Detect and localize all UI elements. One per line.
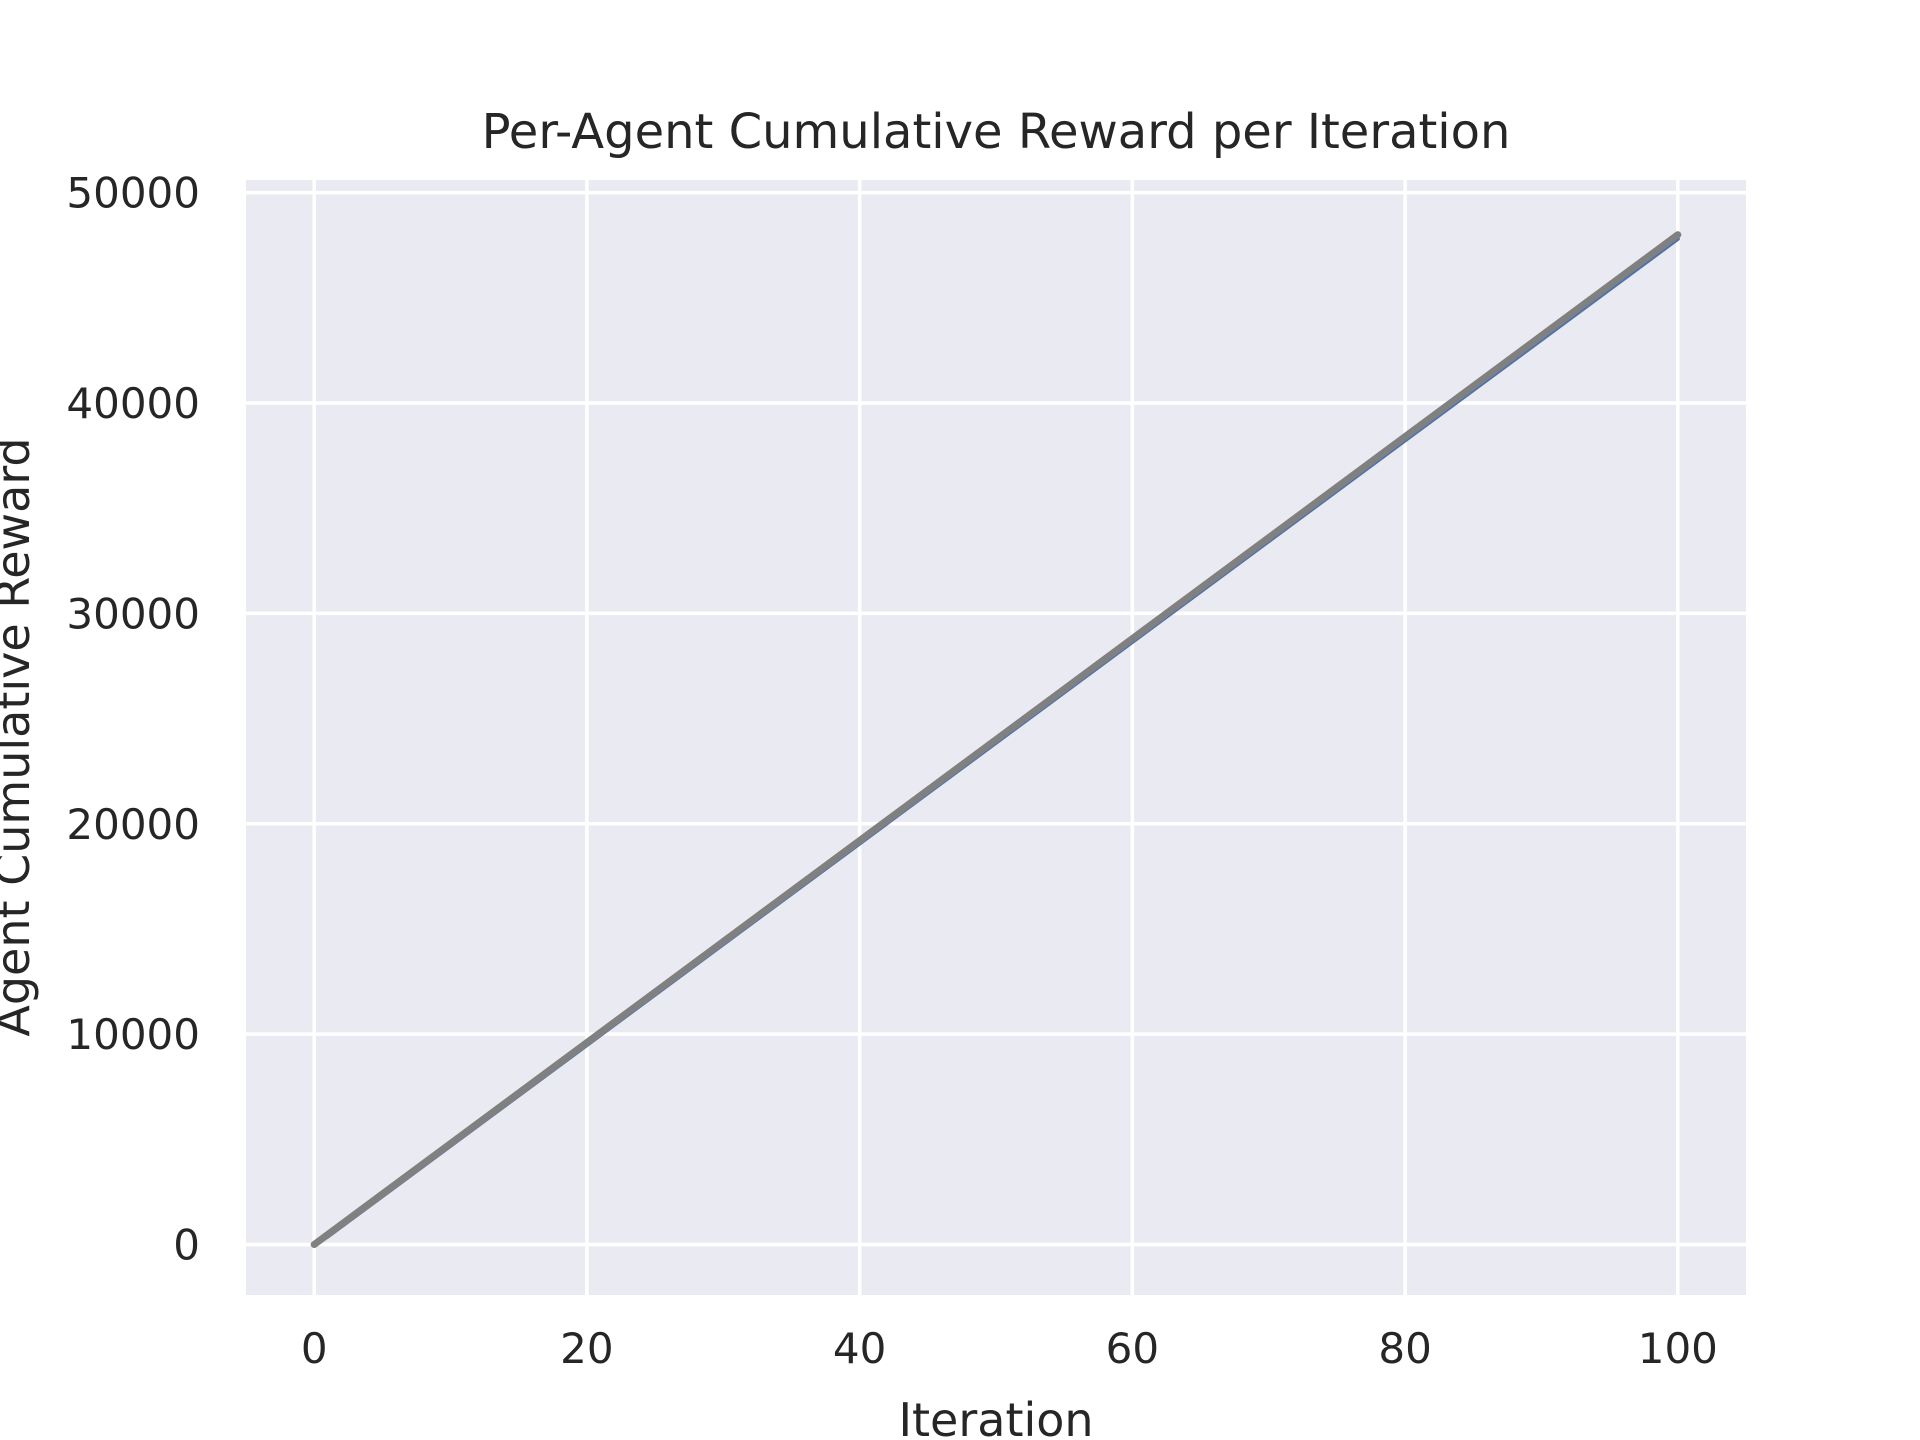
y-tick-label: 10000 — [66, 1010, 200, 1059]
chart-title: Per-Agent Cumulative Reward per Iteratio… — [482, 104, 1511, 160]
y-tick-label: 0 — [173, 1221, 200, 1270]
x-tick-label: 0 — [301, 1324, 328, 1373]
x-tick-label: 20 — [560, 1324, 613, 1373]
x-tick-labels: 0 20 40 60 80 100 — [301, 1324, 1718, 1373]
y-axis-label: Agent Cumulative Reward — [0, 437, 40, 1036]
grid — [246, 180, 1746, 1295]
series-line-2 — [310, 231, 1682, 1249]
x-tick-label: 40 — [833, 1324, 886, 1373]
x-tick-label: 60 — [1106, 1324, 1159, 1373]
y-tick-label: 20000 — [66, 800, 200, 849]
x-axis-label: Iteration — [898, 1393, 1093, 1440]
x-tick-label: 100 — [1638, 1324, 1718, 1373]
series — [310, 231, 1682, 1249]
y-tick-label: 40000 — [66, 379, 200, 428]
y-tick-label: 50000 — [66, 169, 200, 218]
y-tick-label: 30000 — [66, 589, 200, 638]
x-tick-label: 80 — [1378, 1324, 1431, 1373]
y-tick-labels: 0 10000 20000 30000 40000 50000 — [66, 169, 200, 1270]
